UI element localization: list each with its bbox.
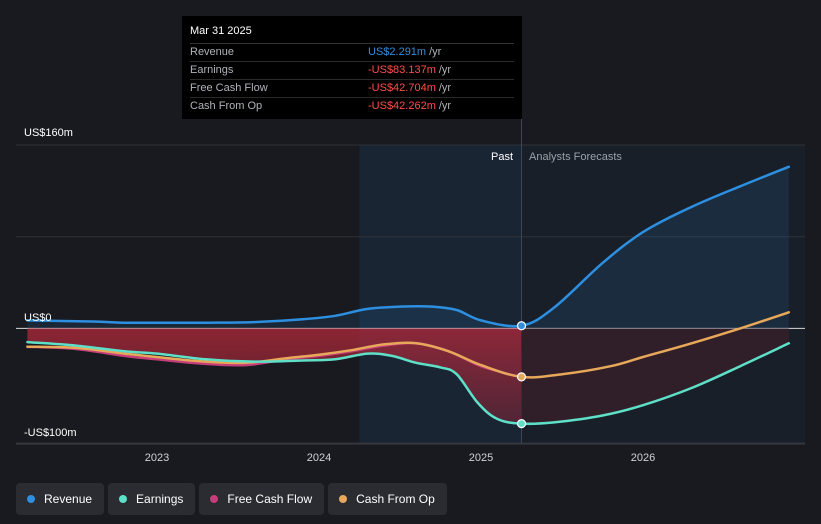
y-label-zero: US$0 [24,312,52,324]
tooltip-row-name: Earnings [190,64,234,76]
revenue-area [27,166,789,329]
legend-item-revenue[interactable]: Revenue [16,483,105,515]
legend-item-earnings[interactable]: Earnings [108,483,196,515]
tooltip-row-name: Cash From Op [190,100,263,112]
revenue-dot-icon [27,495,35,503]
cash-from-op-dot-icon [339,495,348,503]
series-line-revenue [26,165,791,328]
tooltip-row-unit: /yr [438,64,452,76]
tooltip-row-name: Revenue [190,46,235,58]
forecast-label: Analysts Forecasts [529,151,622,163]
tooltip-row-unit: /yr [438,100,452,112]
legend: Revenue Earnings Free Cash Flow Cash Fro… [16,483,447,515]
x-tick-label: 2026 [631,452,655,464]
series-line-earnings [26,340,791,426]
legend-label: Revenue [44,492,93,506]
tooltip-row: Cash From Op -US$42.262m /yr [190,98,514,115]
legend-item-free-cash-flow[interactable]: Free Cash Flow [199,483,325,515]
past-label: Past [491,151,513,163]
earnings-area-forecast [521,328,789,424]
tooltip-row: Revenue US$2.291m /yr [190,44,514,62]
tooltip-row-name: Free Cash Flow [190,82,268,94]
tooltip-date: Mar 31 2025 [190,23,514,44]
series-line-cash-from-op [26,311,791,379]
marker-earnings [516,419,527,429]
tooltip-row-value: -US$42.262m [368,100,436,112]
y-label-bottom: -US$100m [24,427,77,439]
legend-label: Earnings [136,492,184,506]
tooltip-row-unit: /yr [438,82,452,94]
legend-label: Cash From Op [356,492,435,506]
tooltip-row-value: US$2.291m [368,46,427,58]
marker-cash-from-op [516,372,527,382]
x-tick-label: 2024 [307,452,331,464]
y-label-top: US$160m [24,127,73,139]
x-tick-label: 2023 [145,452,169,464]
tooltip-row: Free Cash Flow -US$42.704m /yr [190,80,514,98]
tooltip-row-unit: /yr [429,46,442,58]
marker-revenue [516,321,527,331]
legend-label: Free Cash Flow [227,492,313,506]
tooltip: Mar 31 2025 Revenue US$2.291m /yr Earnin… [182,16,522,119]
legend-item-cash-from-op[interactable]: Cash From Op [328,483,447,515]
tooltip-row-value: -US$42.704m [368,82,436,94]
chart-area: US$160m US$0 -US$100m Past Analysts Fore… [16,16,805,464]
tooltip-row: Earnings -US$83.137m /yr [190,62,514,80]
tooltip-row-value: -US$83.137m [368,64,436,76]
free-cash-flow-dot-icon [210,495,219,503]
x-tick-label: 2025 [469,452,493,464]
earnings-dot-icon [119,495,128,503]
